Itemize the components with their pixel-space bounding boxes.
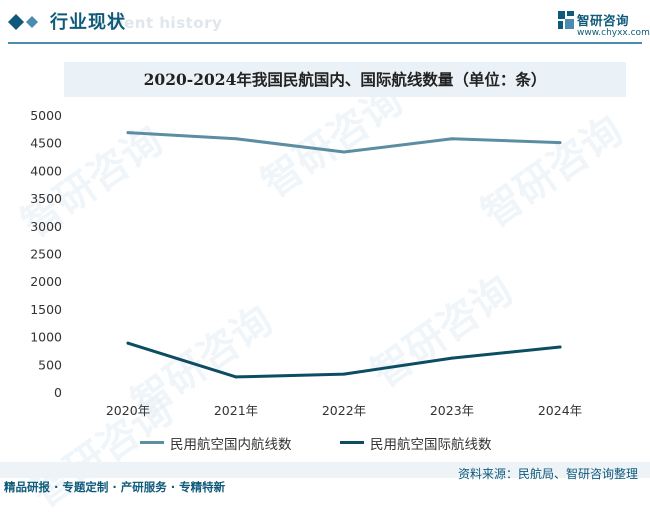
x-tick-label: 2023年: [430, 403, 474, 418]
chart-title: 2020-2024年我国民航国内、国际航线数量（单位：条）: [143, 70, 547, 89]
page-title: 行业现状: [50, 12, 126, 33]
legend-label-domestic: 民用航空国内航线数: [170, 437, 292, 453]
chart-title-band: 2020-2024年我国民航国内、国际航线数量（单位：条）: [64, 62, 626, 97]
x-tick-label: 2022年: [322, 403, 366, 418]
data-point: [558, 345, 562, 349]
data-point: [558, 141, 562, 145]
data-point: [342, 372, 346, 376]
legend-label-international: 民用航空国际航线数: [370, 437, 492, 453]
x-tick-label: 2020年: [106, 403, 150, 418]
source-note: 资料来源：民航局、智研咨询整理: [457, 467, 638, 481]
line-chart: 0 500 1000 1500 2000 2500 3000 3500 4000 4500 5000…: [30, 108, 582, 418]
y-tick-label: 2500: [30, 247, 62, 262]
header-divider: [8, 42, 642, 44]
y-tick-label: 5000: [30, 108, 62, 123]
data-point: [126, 131, 130, 135]
y-tick-label: 1000: [30, 330, 62, 345]
x-tick-label: 2024年: [538, 403, 582, 418]
header-diamond-icon: [8, 14, 38, 30]
x-tick-label: 2021年: [214, 403, 258, 418]
brand-name: 智研咨询: [577, 13, 630, 28]
y-tick-label: 2000: [30, 274, 62, 289]
data-point: [234, 137, 238, 141]
y-tick-label: 3500: [30, 191, 62, 206]
footer-tagline: 精品研报 · 专题定制 · 产研服务 · 专精特新: [4, 480, 226, 494]
data-point: [126, 341, 130, 345]
data-point: [342, 150, 346, 154]
data-point: [450, 356, 454, 360]
legend-swatch-international: [340, 441, 364, 444]
legend-swatch-domestic: [140, 441, 164, 444]
footer-bar: [0, 462, 650, 478]
brand-url: www.chyxx.com: [577, 28, 650, 38]
data-point: [234, 375, 238, 379]
y-tick-label: 4000: [30, 163, 62, 178]
brand-logo-icon: [558, 11, 574, 29]
data-point: [450, 137, 454, 141]
series-line-domestic: [126, 131, 562, 154]
y-tick-label: 0: [54, 385, 62, 400]
brand: 智研咨询 www.chyxx.com: [558, 10, 650, 42]
y-tick-label: 4500: [30, 136, 62, 151]
series-line-international: [126, 341, 562, 379]
y-tick-label: 3000: [30, 219, 62, 234]
y-tick-label: 500: [38, 357, 62, 372]
header-ghost-text: ment history: [108, 14, 223, 32]
y-tick-label: 1500: [30, 302, 62, 317]
